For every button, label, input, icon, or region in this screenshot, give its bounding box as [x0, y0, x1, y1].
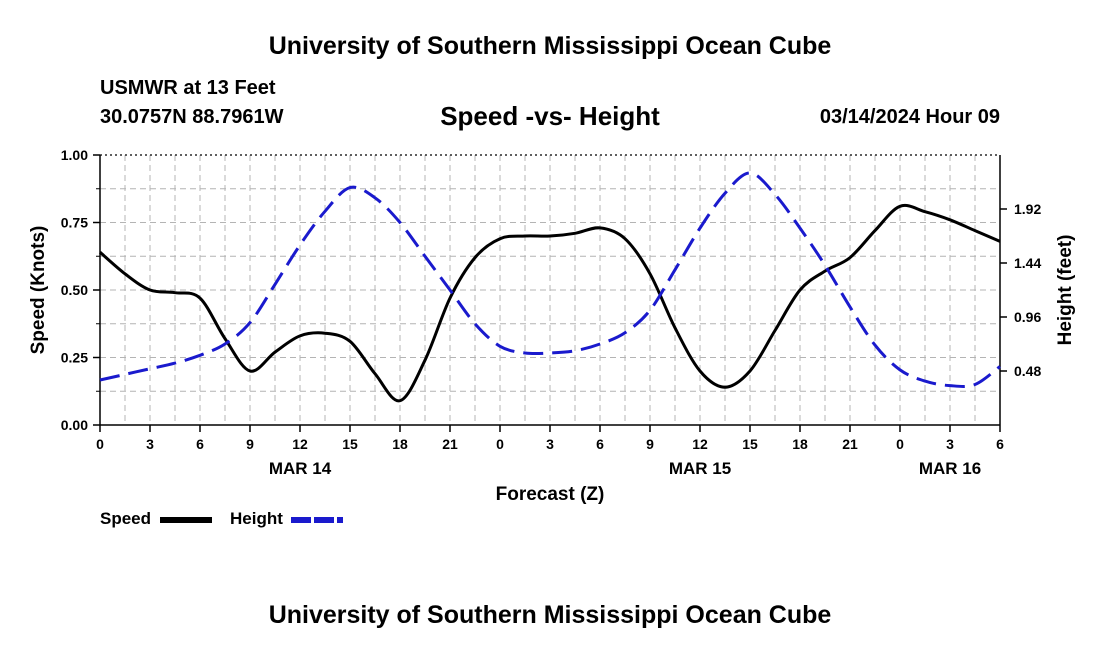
legend-speed-label: Speed: [100, 509, 152, 528]
y-right-tick-label: 1.44: [1014, 255, 1041, 271]
x-tick-label: 0: [896, 436, 904, 452]
date-label: MAR 16: [919, 459, 981, 478]
series-speed-line: [99, 203, 1001, 403]
chart-title: Speed -vs- Height: [440, 101, 660, 131]
y-right-tick-label: 1.92: [1014, 201, 1041, 217]
x-tick-label: 0: [96, 436, 104, 452]
x-tick-label: 3: [946, 436, 954, 452]
x-tick-label: 6: [996, 436, 1004, 452]
y-left-tick-label: 0.00: [61, 417, 88, 433]
y-right-axis-title: Height (feet): [1055, 235, 1076, 346]
x-tick-label: 12: [292, 436, 308, 452]
legend-height-swatch: [291, 517, 343, 523]
legend-speed-swatch: [160, 517, 212, 523]
legend-height-label: Height: [230, 509, 283, 528]
date-label: MAR 15: [669, 459, 731, 478]
y-left-tick-label: 0.75: [61, 215, 88, 231]
x-tick-label: 3: [546, 436, 554, 452]
forecast-datetime: 03/14/2024 Hour 09: [819, 106, 1000, 128]
x-tick-label: 0: [496, 436, 504, 452]
station-name: USMWR at 13 Feet: [100, 77, 276, 99]
x-tick-label: 21: [442, 436, 458, 452]
x-tick-label: 9: [646, 436, 654, 452]
x-tick-label: 15: [742, 436, 758, 452]
x-tick-label: 12: [692, 436, 708, 452]
footer-title: University of Southern Mississippi Ocean…: [268, 601, 832, 629]
y-left-tick-label: 0.25: [61, 350, 88, 366]
y-left-tick-label: 0.50: [61, 282, 88, 298]
y-left-tick-label: 1.00: [61, 147, 88, 163]
station-coordinates: 30.0757N 88.7961W: [100, 106, 284, 128]
series-height-line: [99, 171, 1001, 388]
x-tick-label: 18: [392, 436, 408, 452]
page-title: University of Southern Mississippi Ocean…: [268, 32, 832, 60]
x-tick-label: 9: [246, 436, 254, 452]
x-tick-label: 6: [196, 436, 204, 452]
x-tick-label: 3: [146, 436, 154, 452]
y-right-tick-label: 0.48: [1014, 363, 1041, 379]
y-right-tick-label: 0.96: [1014, 309, 1041, 325]
x-tick-label: 6: [596, 436, 604, 452]
y-left-axis-title: Speed (Knots): [28, 226, 49, 355]
x-axis-title: Forecast (Z): [496, 484, 605, 505]
x-tick-label: 15: [342, 436, 358, 452]
x-tick-label: 18: [792, 436, 808, 452]
x-tick-label: 21: [842, 436, 858, 452]
date-label: MAR 14: [269, 459, 332, 478]
